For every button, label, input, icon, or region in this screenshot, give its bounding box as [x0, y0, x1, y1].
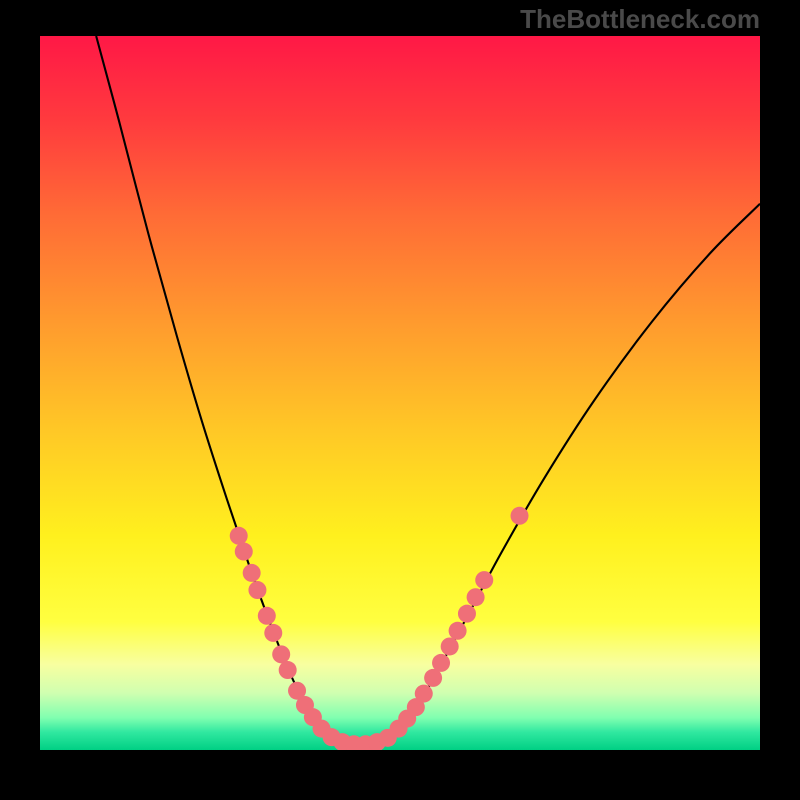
frame-left — [0, 0, 40, 800]
data-marker — [475, 571, 493, 589]
data-marker — [264, 624, 282, 642]
data-marker — [458, 605, 476, 623]
data-marker — [449, 622, 467, 640]
data-marker — [279, 661, 297, 679]
data-marker — [441, 637, 459, 655]
data-marker — [467, 588, 485, 606]
data-marker — [248, 581, 266, 599]
data-marker — [258, 607, 276, 625]
data-marker — [432, 654, 450, 672]
data-marker — [235, 543, 253, 561]
data-marker — [272, 645, 290, 663]
watermark-label: TheBottleneck.com — [520, 4, 760, 35]
frame-bottom — [0, 750, 800, 800]
data-marker — [230, 527, 248, 545]
bottleneck-chart — [0, 0, 800, 800]
frame-right — [760, 0, 800, 800]
data-marker — [415, 685, 433, 703]
chart-plot-area — [40, 36, 760, 750]
data-marker — [511, 507, 529, 525]
data-marker — [243, 564, 261, 582]
